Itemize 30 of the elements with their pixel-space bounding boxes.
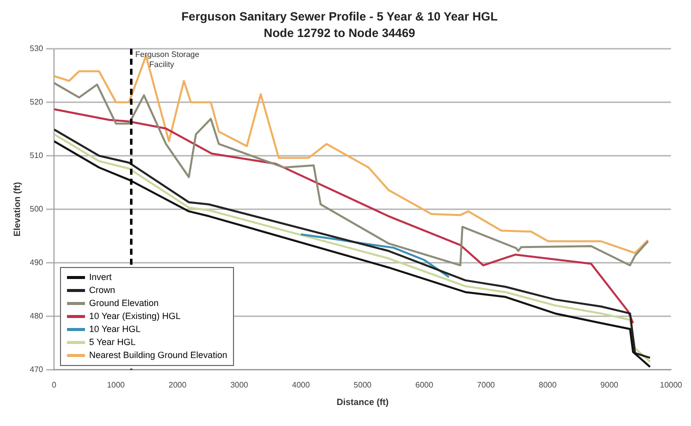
legend-label: Invert bbox=[89, 270, 112, 284]
x-tick-label: 2000 bbox=[168, 380, 187, 390]
x-tick-label: 10000 bbox=[660, 380, 683, 390]
x-tick-label: 4000 bbox=[292, 380, 310, 390]
legend-label: Ground Elevation bbox=[89, 296, 159, 310]
x-tick-label: 6000 bbox=[415, 380, 434, 390]
x-tick-label: 5000 bbox=[354, 380, 372, 390]
legend-label: Crown bbox=[89, 284, 116, 297]
x-tick-label: 8000 bbox=[538, 380, 558, 390]
y-tick-label: 510 bbox=[30, 150, 44, 160]
legend-label: Nearest Building Ground Elevation bbox=[89, 348, 228, 362]
x-tick-label: 9000 bbox=[600, 380, 619, 390]
y-tick-label: 490 bbox=[30, 258, 44, 267]
x-tick-label: 3000 bbox=[230, 380, 249, 390]
y-tick-label: 470 bbox=[30, 364, 44, 374]
legend-label: 10 Year HGL bbox=[89, 322, 141, 336]
x-tick-label: 7000 bbox=[477, 380, 496, 390]
y-axis-title: Elevation (ft) bbox=[12, 182, 22, 236]
y-tick-label: 500 bbox=[30, 204, 44, 214]
y-tick-label: 520 bbox=[30, 97, 44, 106]
y-tick-label: 530 bbox=[30, 44, 44, 54]
chart-subtitle: Node 12792 to Node 34469 bbox=[264, 26, 416, 40]
x-axis-title: Distance (ft) bbox=[336, 397, 389, 408]
y-tick-label: 480 bbox=[30, 311, 44, 320]
x-tick-label: 0 bbox=[52, 380, 57, 390]
chart-title: Ferguson Sanitary Sewer Profile - 5 Year & 10 Year HGL bbox=[181, 10, 498, 24]
x-tick-label: 1000 bbox=[106, 380, 126, 390]
ref-line-label: Ferguson Storage Facility bbox=[135, 50, 200, 70]
legend-label: 5 Year HGL bbox=[89, 336, 136, 349]
legend-label: 10 Year (Existing) HGL bbox=[89, 310, 181, 323]
